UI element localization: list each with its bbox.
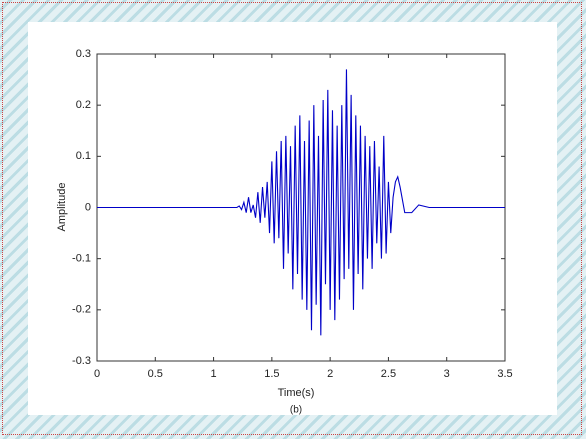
caption: (b) bbox=[290, 405, 302, 416]
y-tick-label: 0.2 bbox=[76, 99, 91, 111]
x-tick-label: 1.5 bbox=[264, 368, 279, 380]
x-tick-label: 1 bbox=[211, 368, 217, 380]
x-tick-label: 0 bbox=[94, 368, 100, 380]
y-tick-label: 0.1 bbox=[76, 150, 91, 162]
y-tick-label: 0 bbox=[85, 201, 91, 213]
y-tick-label: 0.3 bbox=[76, 48, 91, 60]
y-axis-label: Amplitude bbox=[56, 183, 68, 232]
y-tick-label: -0.2 bbox=[72, 304, 91, 316]
frame bbox=[2, 2, 582, 435]
y-tick-label: -0.3 bbox=[72, 355, 91, 367]
x-tick-label: 2 bbox=[327, 368, 333, 380]
y-tick-label: -0.1 bbox=[72, 253, 91, 265]
x-tick-label: 3.5 bbox=[497, 368, 512, 380]
panel bbox=[28, 22, 557, 415]
x-axis-label: Time(s) bbox=[278, 387, 315, 399]
x-tick-label: 3 bbox=[444, 368, 450, 380]
x-tick-label: 0.5 bbox=[148, 368, 163, 380]
x-tick-label: 2.5 bbox=[381, 368, 396, 380]
series-line bbox=[97, 69, 505, 336]
